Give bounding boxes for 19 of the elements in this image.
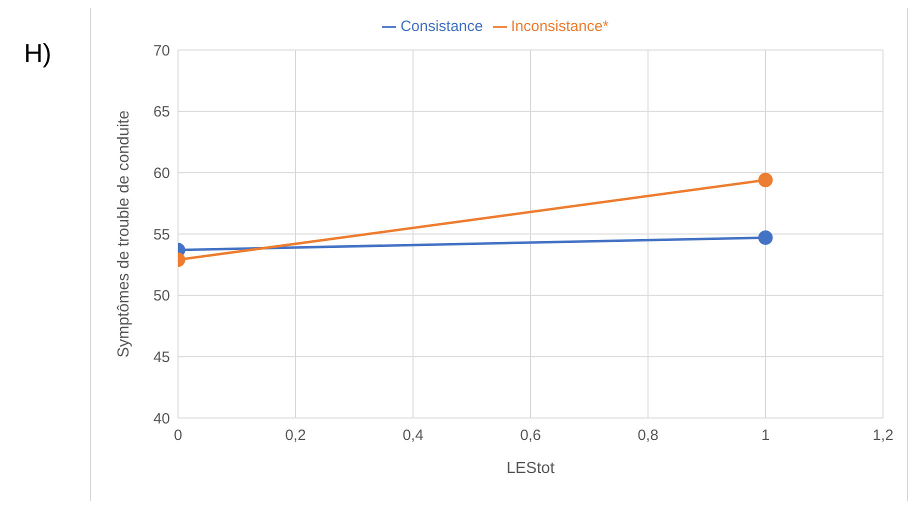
x-axis-title: LEStot (506, 460, 556, 477)
y-tick-label: 45 (153, 348, 170, 366)
x-tick-label: 1 (761, 427, 770, 444)
legend-label: Inconsistance* (510, 18, 609, 35)
x-tick-label: 0,2 (285, 427, 306, 444)
y-tick-label: 60 (153, 164, 170, 182)
y-axis-title: Symptômes de trouble de conduite (116, 110, 133, 358)
y-tick-label: 65 (153, 104, 170, 121)
y-tick-label: 50 (153, 288, 170, 305)
text: H) (24, 38, 52, 69)
y-tick-label: 40 (153, 410, 170, 428)
x-tick-label: 1,2 (872, 427, 894, 444)
y-tick-label: 55 (153, 226, 170, 244)
x-tick-label: 0 (174, 427, 182, 444)
x-tick-label: 0,6 (520, 427, 541, 444)
x-tick-label: 0,4 (402, 427, 424, 444)
legend-label: Consistance (400, 18, 483, 35)
y-tick-label: 70 (153, 42, 170, 60)
x-tick-label: 0,8 (638, 427, 658, 444)
